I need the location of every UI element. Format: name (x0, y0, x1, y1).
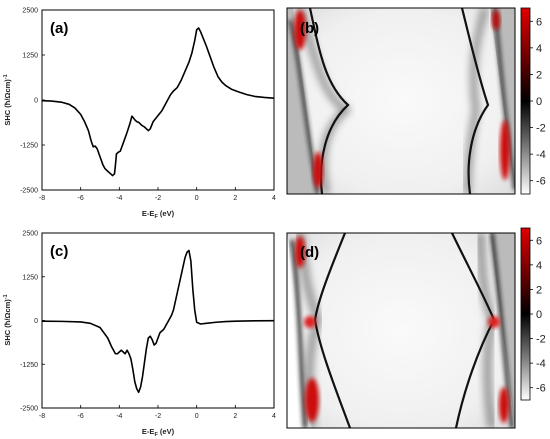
hotspot-b3 (500, 120, 510, 180)
shc-curve-a (41, 27, 275, 177)
hotspot-d1 (295, 236, 305, 268)
map-b: (b) 6 4 2 0 -2 -4 -6 (286, 7, 546, 195)
map-parallelogram-d (287, 233, 515, 428)
colorbar-tick-label-d: 2 (536, 284, 542, 296)
hotspot-d3 (305, 378, 319, 422)
x-tick-label-c: 2 (233, 413, 237, 420)
colorbar-d (520, 227, 531, 401)
y-tick-label-c: 0 (34, 318, 38, 325)
colorbar-tick-label-b: 4 (536, 43, 542, 55)
colorbar-tick-label-b: -4 (536, 149, 546, 161)
x-tick-label-a: -6 (78, 195, 84, 202)
x-tick-label-a: 4 (272, 195, 276, 202)
y-tick-label-a: 2500 (22, 8, 38, 15)
x-tick-label-c: -4 (116, 413, 122, 420)
colorbar-tick-label-b: -6 (536, 176, 546, 188)
x-tick-label-c: 0 (195, 413, 199, 420)
hotspot-d5 (499, 387, 509, 423)
hotspot-d4 (488, 316, 500, 328)
colorbar-tick-label-d: 6 (536, 235, 542, 247)
y-tick-label-c: -2500 (20, 406, 38, 413)
panel-label-a: (a) (50, 20, 68, 37)
band-line-d3 (290, 239, 307, 428)
colorbar-tick-label-b: 2 (536, 69, 542, 81)
chart-c: (c) -8 -6 -4 -2 0 2 4 2500 1250 0 -1250 -2500 E-EF … (3, 231, 276, 439)
band-line-b2 (460, 8, 490, 194)
hotspot-d2 (304, 316, 316, 328)
x-tick-label-c: -6 (78, 413, 84, 420)
colorbar-tick-label-d: -6 (536, 383, 546, 395)
y-tick-label-a: -1250 (20, 143, 38, 150)
panel-label-b: (b) (300, 20, 319, 37)
map-frame-b (286, 7, 516, 195)
x-tick-label-a: -2 (155, 195, 161, 202)
hotspot-b1 (294, 10, 306, 50)
y-tick-label-c: 2500 (22, 231, 38, 238)
map-d: (d) 6 4 2 0 -2 -4 -6 (286, 227, 546, 429)
y-axis-label-a: SHC (ħ/Ωcm)-1 (3, 74, 12, 125)
colorbar-tick-label-d: 4 (536, 260, 542, 272)
y-tick-label-c: -1250 (20, 362, 38, 369)
colorbar-tick-label-d: 0 (536, 309, 542, 321)
shc-curve-c (41, 249, 275, 394)
chart-a: (a) -8 -6 -4 -2 0 2 4 2500 1250 0 -1250 -2500 E-EF … (3, 8, 276, 221)
x-tick-label-a: 0 (195, 195, 199, 202)
y-tick-label-c: 1250 (22, 274, 38, 281)
y-tick-label-a: -2500 (20, 188, 38, 195)
colorbar-tick-label-d: -2 (536, 334, 546, 346)
colorbar-b (520, 7, 531, 195)
panel-label-c: (c) (50, 243, 68, 260)
x-axis-label-c: E-EF (eV) (142, 427, 175, 438)
x-tick-label-a: 2 (233, 195, 237, 202)
y-tick-label-a: 1250 (22, 53, 38, 60)
colorbar-tick-label-b: 0 (536, 96, 542, 108)
x-tick-label-c: 4 (272, 413, 276, 420)
x-tick-label-a: -4 (116, 195, 122, 202)
hotspot-b2 (313, 152, 323, 188)
map-parallelogram-b (293, 8, 515, 194)
band-line-d4 (490, 233, 514, 428)
x-tick-label-c: -2 (155, 413, 161, 420)
map-frame-d (286, 232, 516, 429)
panel-label-d: (d) (300, 244, 319, 261)
y-tick-label-a: 0 (34, 98, 38, 105)
hotspot-b4 (492, 10, 500, 30)
y-axis-label-c: SHC (ħ/Ωcm)-1 (3, 294, 12, 345)
x-axis-label-a: E-EF (eV) (142, 209, 175, 220)
colorbar-tick-label-b: 6 (536, 16, 542, 28)
x-tick-label-c: -8 (39, 413, 45, 420)
plot-frame-a (41, 9, 275, 191)
colorbar-tick-label-b: -2 (536, 123, 546, 135)
x-tick-label-a: -8 (39, 195, 45, 202)
colorbar-tick-label-d: -4 (536, 358, 546, 370)
